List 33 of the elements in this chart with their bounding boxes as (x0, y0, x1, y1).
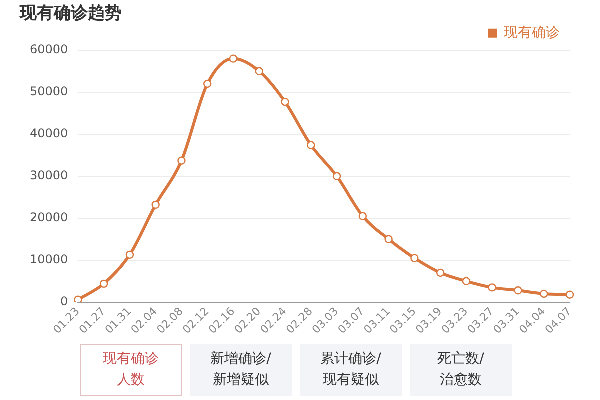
text: 新增确诊/新增疑似 (190, 344, 292, 396)
legend-label: 现有确诊 (504, 25, 560, 42)
point (229, 54, 238, 63)
point (566, 290, 574, 299)
point (126, 250, 134, 260)
y-tick-label: 20000 (30, 210, 68, 225)
y-tick-label: 0 (60, 294, 68, 309)
text: 累计确诊/现有疑似 (300, 344, 402, 396)
y-tick-label: 60000 (30, 42, 68, 57)
point (514, 286, 522, 295)
point (332, 172, 342, 180)
point (436, 268, 445, 278)
y-tick-label: 50000 (30, 84, 68, 99)
point (307, 141, 316, 150)
text: 死亡数/治愈数 (410, 344, 512, 396)
point (74, 296, 82, 302)
point (152, 200, 160, 210)
text: 现有确诊人数 (80, 344, 182, 396)
point (462, 277, 471, 286)
point (540, 290, 548, 298)
point (410, 254, 419, 262)
point (281, 98, 290, 106)
point (100, 280, 108, 288)
point (178, 156, 186, 165)
y-tick-label: 10000 (30, 252, 68, 267)
point (358, 212, 368, 220)
chart-title: 现有确诊趋势 (19, 4, 122, 24)
point (488, 284, 496, 292)
point (255, 67, 264, 76)
point (384, 235, 393, 244)
y-tick-label: 40000 (30, 126, 68, 141)
y-tick-label: 30000 (30, 168, 68, 183)
point (204, 80, 212, 88)
